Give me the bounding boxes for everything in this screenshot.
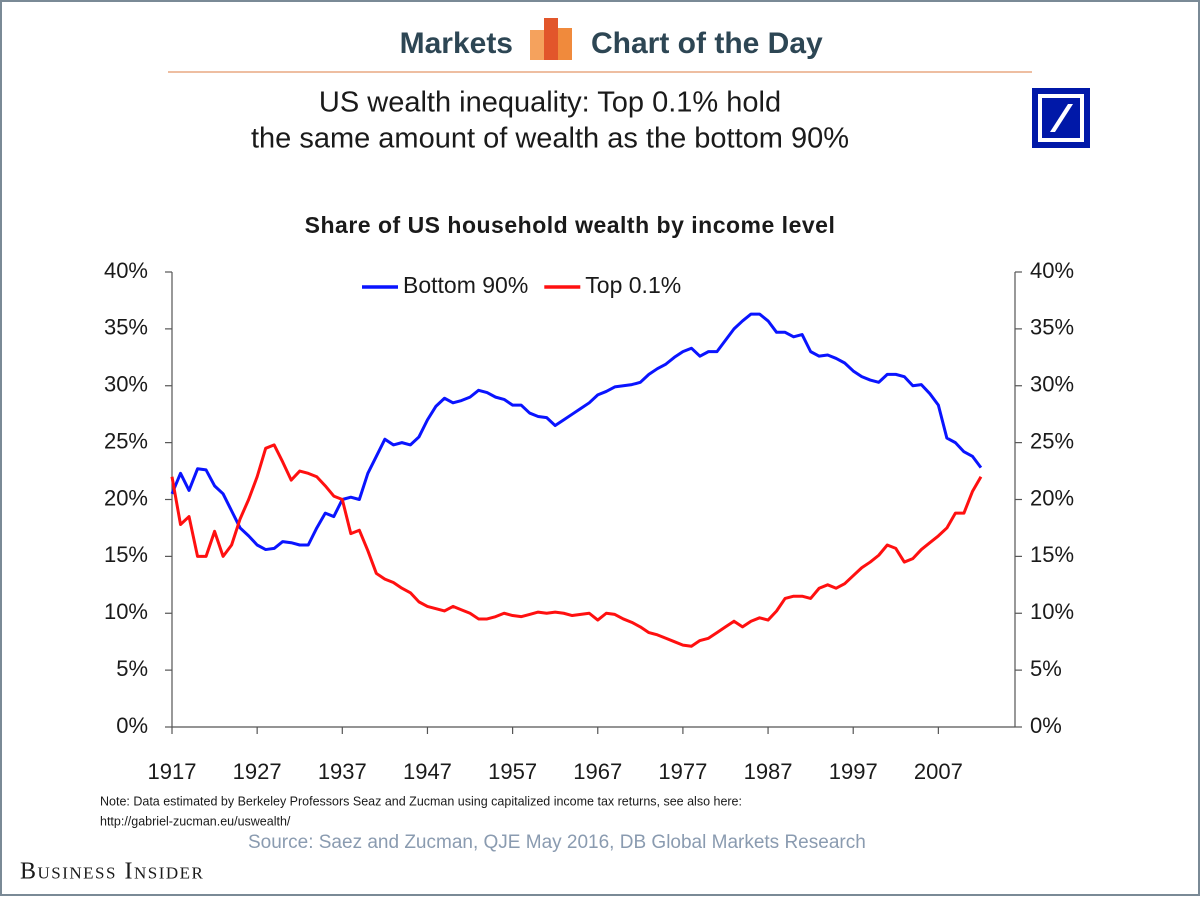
note: http://gabriel-zucman.eu/uswealth/ bbox=[100, 814, 291, 828]
headline: US wealth inequality: Top 0.1% hold bbox=[319, 87, 781, 119]
headline: the same amount of wealth as the bottom … bbox=[251, 123, 849, 155]
y2-tick-label: 5% bbox=[1030, 656, 1062, 681]
x-tick-label: 1937 bbox=[318, 759, 367, 784]
y-tick-label: 10% bbox=[104, 599, 148, 624]
header-right: Chart of the Day bbox=[591, 27, 823, 60]
y-tick-label: 5% bbox=[116, 656, 148, 681]
x-tick-label: 1987 bbox=[744, 759, 793, 784]
y2-tick-label: 20% bbox=[1030, 485, 1074, 510]
header-left: Markets bbox=[400, 27, 513, 60]
legend-label: Bottom 90% bbox=[403, 272, 528, 298]
x-tick-label: 2007 bbox=[914, 759, 963, 784]
x-tick-label: 1917 bbox=[148, 759, 197, 784]
y-tick-label: 30% bbox=[104, 372, 148, 397]
x-tick-label: 1977 bbox=[658, 759, 707, 784]
header-icon bbox=[530, 18, 572, 60]
y2-tick-label: 35% bbox=[1030, 315, 1074, 340]
logo bbox=[1032, 88, 1090, 148]
y2-tick-label: 0% bbox=[1030, 713, 1062, 738]
series-line bbox=[170, 443, 983, 648]
y-tick-label: 0% bbox=[116, 713, 148, 738]
y2-tick-label: 30% bbox=[1030, 372, 1074, 397]
x-tick-label: 1947 bbox=[403, 759, 452, 784]
y-tick-label: 20% bbox=[104, 485, 148, 510]
chart-title: Share of US household wealth by income l… bbox=[305, 212, 836, 238]
y2-tick-label: 40% bbox=[1030, 258, 1074, 283]
brand: Business Insider bbox=[20, 859, 204, 885]
series-line bbox=[170, 312, 983, 552]
y-tick-label: 15% bbox=[104, 542, 148, 567]
x-tick-label: 1957 bbox=[488, 759, 537, 784]
legend-label: Top 0.1% bbox=[585, 272, 681, 298]
x-tick-label: 1967 bbox=[573, 759, 622, 784]
y-tick-label: 25% bbox=[104, 428, 148, 453]
y-tick-label: 40% bbox=[104, 258, 148, 283]
source: Source: Saez and Zucman, QJE May 2016, D… bbox=[248, 832, 866, 853]
x-tick-label: 1997 bbox=[829, 759, 878, 784]
x-tick-label: 1927 bbox=[233, 759, 282, 784]
y-tick-label: 35% bbox=[104, 315, 148, 340]
y2-tick-label: 15% bbox=[1030, 542, 1074, 567]
y2-tick-label: 25% bbox=[1030, 428, 1074, 453]
note: Note: Data estimated by Berkeley Profess… bbox=[100, 794, 742, 808]
y2-tick-label: 10% bbox=[1030, 599, 1074, 624]
